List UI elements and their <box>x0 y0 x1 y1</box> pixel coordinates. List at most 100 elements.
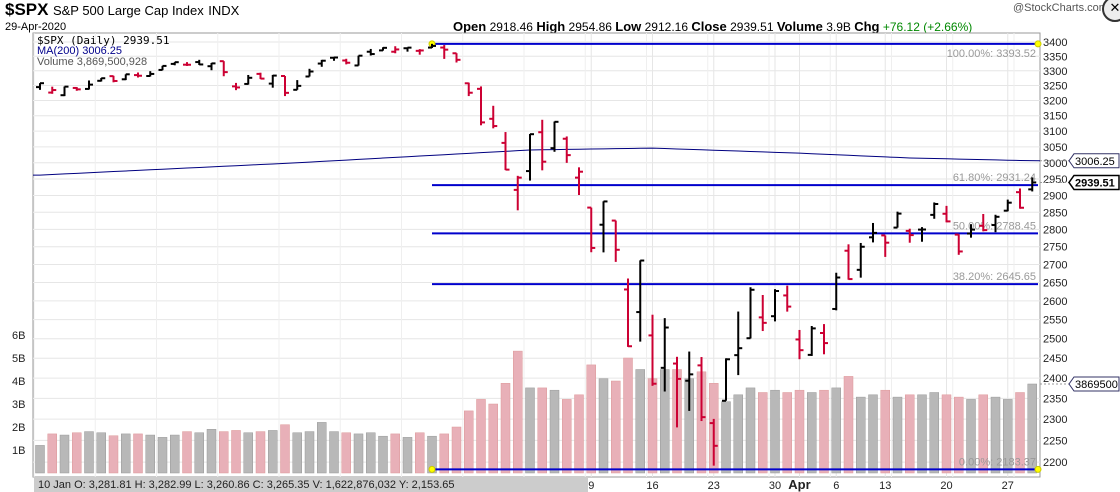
fib-anchor-handle <box>1034 40 1042 48</box>
volume-bar <box>59 434 70 474</box>
volume-bar <box>427 435 437 474</box>
legend-volume: Volume 3,869,500,928 <box>37 56 148 68</box>
fib-anchor-handle <box>428 465 436 473</box>
volume-bar <box>231 430 241 474</box>
volume-bar <box>402 437 413 474</box>
open-value: 2918.46 <box>489 20 533 34</box>
x-tick-label: 20 <box>940 480 952 492</box>
volume-bar <box>513 350 523 474</box>
volume-bar <box>1003 399 1013 474</box>
y-tick-label: 3300 <box>1043 66 1067 78</box>
x-tick-label: 27 <box>1002 480 1014 492</box>
volume-bar <box>96 432 106 474</box>
volume-label: Volume <box>776 19 823 34</box>
volume-bar <box>905 394 915 474</box>
volume-tick-label: 6B <box>12 330 25 342</box>
volume-bar <box>635 369 645 474</box>
x-tick-label: 9 <box>588 480 594 492</box>
volume-bar <box>929 392 939 474</box>
volume-bar <box>819 389 829 474</box>
volume-bar <box>807 392 817 474</box>
volume-bar <box>525 387 535 474</box>
volume-bar <box>439 433 449 474</box>
volume-bar <box>170 434 180 474</box>
volume-bar <box>476 399 486 474</box>
volume-value: 3.9B <box>826 20 851 34</box>
volume-bar <box>390 433 400 474</box>
volume-bar <box>157 437 168 474</box>
close-value: 2939.51 <box>730 20 774 34</box>
y-tick-label: 2400 <box>1043 373 1067 385</box>
volume-bar <box>304 431 315 474</box>
volume-bar <box>892 396 903 474</box>
volume-bar <box>733 394 743 474</box>
volume-bar <box>84 431 94 474</box>
volume-tick-label: 3B <box>12 399 25 411</box>
volume-bar <box>317 422 327 474</box>
x-tick-label: 6 <box>833 480 839 492</box>
low-value: 2912.16 <box>644 20 689 34</box>
chart-header: $SPX S&P 500 Large Cap Index INDX <box>5 0 239 20</box>
low-label: Low <box>615 19 642 34</box>
volume-bar <box>47 433 57 474</box>
y-tick-label: 2700 <box>1043 259 1067 271</box>
volume-bar <box>843 376 854 474</box>
volume-bar <box>586 364 596 474</box>
chart-date: 29-Apr-2020 <box>5 21 67 33</box>
exchange: INDX <box>208 3 240 18</box>
y-tick-label: 3400 <box>1043 37 1067 49</box>
ohlc-summary: Open 2918.46 High 2954.86 Low 2912.16 Cl… <box>453 19 972 34</box>
y-tick-label: 3150 <box>1043 111 1067 123</box>
y-tick-label: 2500 <box>1043 334 1067 346</box>
volume-bar <box>182 431 192 474</box>
hover-tooltip: 10 Jan O: 3,281.81 H: 3,282.99 L: 3,260.… <box>34 478 588 492</box>
y-tick-label: 2450 <box>1043 353 1067 365</box>
volume-bar <box>268 430 278 474</box>
close-x-icon[interactable]: ✕ <box>1102 0 1120 22</box>
volume-bar <box>954 396 964 474</box>
volume-bar <box>378 435 388 474</box>
y-tick-label: 3200 <box>1043 96 1067 108</box>
volume-bar <box>868 394 878 474</box>
y-tick-label: 3250 <box>1043 81 1067 93</box>
y-tick-label: 2200 <box>1043 457 1067 469</box>
volume-bar <box>292 432 302 474</box>
volume-bar <box>255 431 266 474</box>
volume-bar <box>917 394 927 474</box>
volume-bar <box>488 403 498 474</box>
volume-bar <box>537 387 547 474</box>
x-tick-label: Apr <box>788 477 810 492</box>
volume-bar <box>770 389 780 474</box>
volume-bar <box>72 432 82 474</box>
y-tick-label: 2550 <box>1043 315 1067 327</box>
volume-bar <box>978 394 988 474</box>
volume-bar <box>133 433 143 474</box>
fib-label: 61.80%: 2931.24 <box>953 172 1036 184</box>
volume-bar <box>341 432 351 474</box>
volume-bar <box>549 389 560 474</box>
volume-bar <box>623 357 633 474</box>
ma-value-tag-box <box>1068 153 1120 169</box>
y-tick-label: 3050 <box>1043 142 1067 154</box>
volume-bar <box>794 389 805 474</box>
chg-value: +76.12 (+2.66%) <box>882 20 973 34</box>
y-tick-label: 2250 <box>1043 435 1067 447</box>
x-tick-label: 30 <box>769 480 781 492</box>
y-tick-label: 2850 <box>1043 207 1067 219</box>
volume-bar <box>831 387 841 474</box>
y-tick-label: 2800 <box>1043 224 1067 236</box>
price-value-tag-box <box>1068 174 1120 191</box>
volume-tick-label: 1B <box>12 445 25 457</box>
volume-bar <box>280 424 290 474</box>
y-tick-label: 2900 <box>1043 190 1067 202</box>
volume-bar <box>145 434 155 474</box>
fib-label: 38.20%: 2645.65 <box>953 271 1036 283</box>
volume-bar <box>611 380 621 474</box>
brand: @StockCharts.com <box>1013 2 1108 14</box>
volume-bar <box>464 410 474 474</box>
volume-bar <box>782 392 792 474</box>
chg-label: Chg <box>854 19 880 34</box>
volume-bar <box>562 399 572 474</box>
volume-bar <box>647 378 658 474</box>
